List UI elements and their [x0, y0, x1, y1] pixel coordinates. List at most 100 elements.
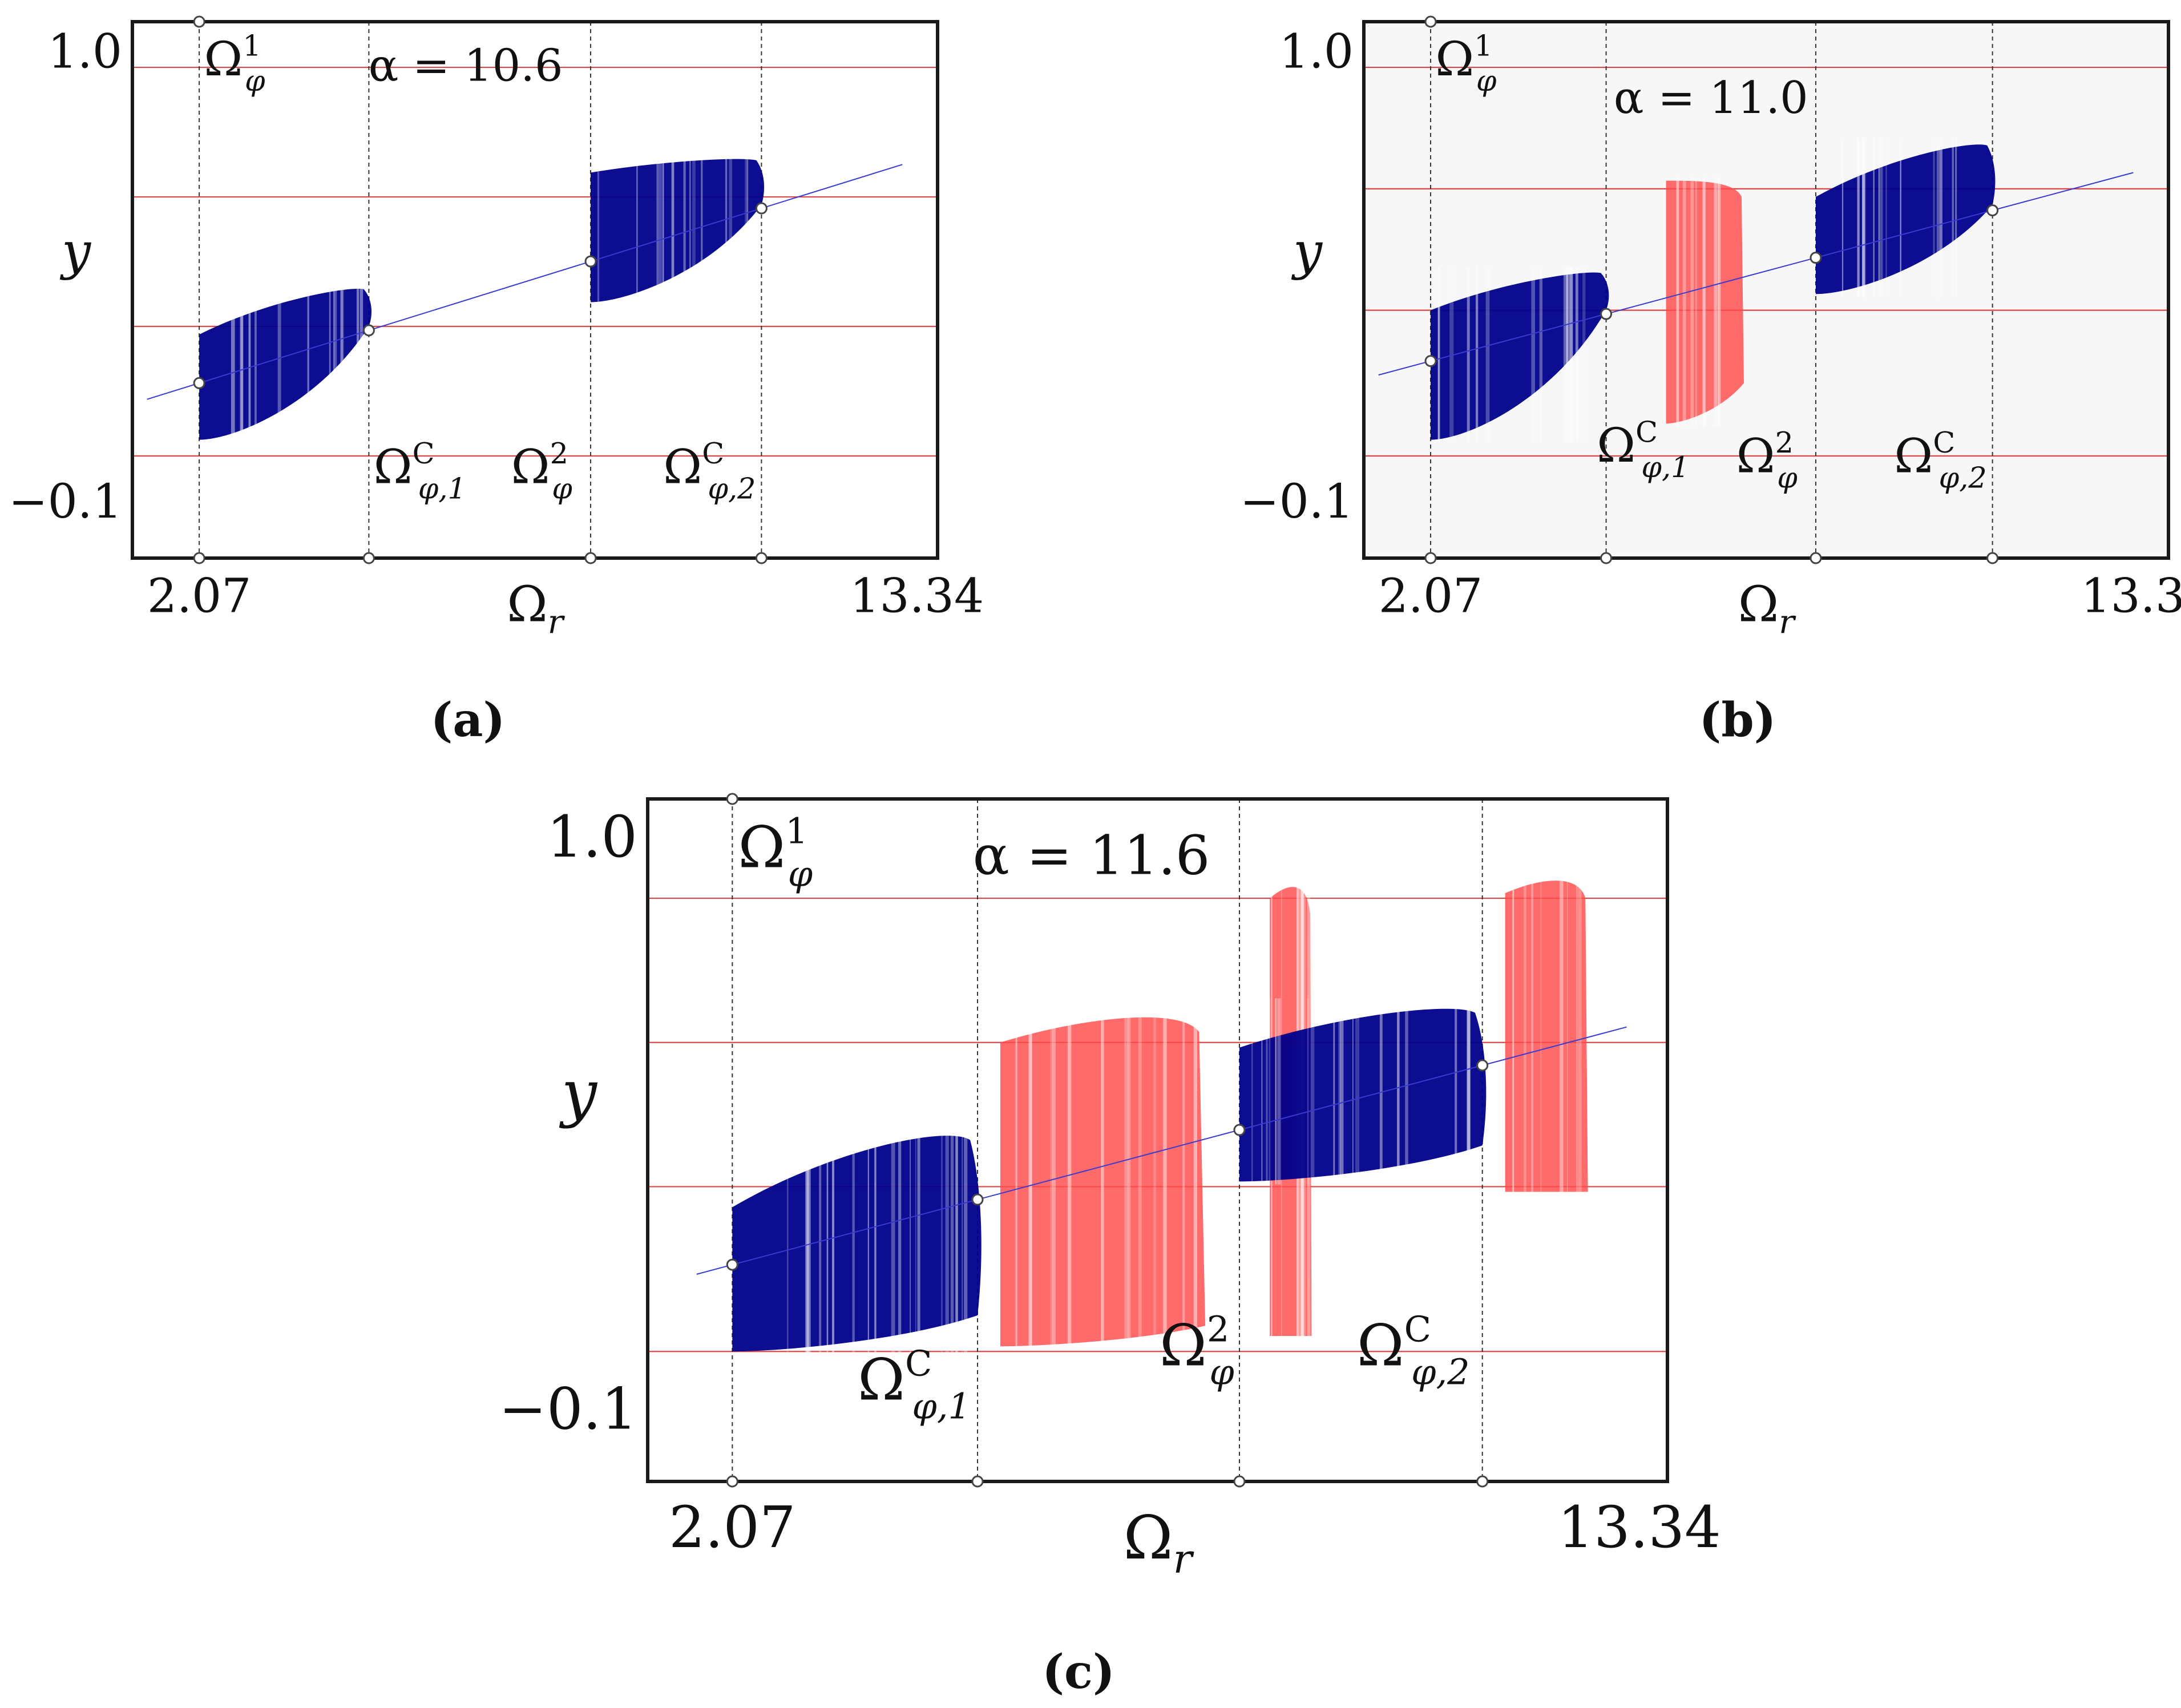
marker-label-sup: C — [1635, 415, 1658, 449]
marker-label-base: Ω — [1894, 430, 1933, 484]
marker-circle — [584, 552, 597, 564]
y-axis-label: y — [559, 1056, 598, 1129]
marker-label-sub: φ — [788, 853, 813, 895]
x-axis-label: Ωr — [1738, 576, 1796, 641]
plot-area — [648, 799, 1667, 1481]
marker-label-base: Ω — [1435, 33, 1474, 87]
marker-label-sub: φ — [245, 64, 265, 98]
x-axis-label-base: Ω — [507, 576, 547, 633]
panel-α = 10.6 — [131, 15, 939, 564]
marker-label-base: Ω — [1597, 419, 1635, 473]
marker-label-sub: φ,2 — [1939, 461, 1987, 495]
marker-circle — [193, 552, 205, 564]
plot-area — [1364, 22, 2168, 558]
x-tick-label: 13.34 — [2081, 569, 2181, 623]
x-axis-label-sub: r — [1173, 1536, 1194, 1582]
marker-circle — [1424, 552, 1437, 564]
marker-label-sup: C — [702, 437, 724, 470]
y-tick-label: −0.1 — [9, 475, 122, 529]
blue-band — [732, 1136, 982, 1352]
red-band — [1000, 1017, 1206, 1347]
marker-circle — [1476, 1059, 1489, 1072]
marker-label-sup: 2 — [1207, 1309, 1229, 1350]
marker-label-sup: C — [905, 1342, 932, 1384]
marker-label: Ω1 φ — [1435, 29, 1497, 98]
marker-label-sub: φ,1 — [1641, 450, 1689, 484]
marker-label: ΩC φ,1 — [374, 437, 466, 506]
y-tick-label: −0.1 — [499, 1375, 637, 1442]
panel-α = 11.0 — [1362, 15, 2170, 564]
plot-area — [132, 22, 938, 558]
chart-layer — [131, 15, 2170, 1488]
panel-label: (a) — [431, 693, 506, 748]
marker-circle — [193, 377, 205, 389]
axes-frame — [646, 797, 1669, 1483]
marker-label-base: Ω — [204, 33, 243, 87]
alpha-label: α = 11.6 — [973, 825, 1210, 887]
marker-circle — [1476, 1475, 1489, 1488]
y-tick-label: 1.0 — [547, 803, 637, 870]
marker-label-sub: φ,2 — [1411, 1351, 1470, 1393]
marker-label-base: Ω — [511, 440, 550, 494]
marker-circle — [1986, 552, 1999, 564]
marker-label-base: Ω — [1736, 430, 1775, 484]
y-axis-label: y — [1291, 221, 1323, 281]
panel-label: (c) — [1042, 1645, 1115, 1699]
marker-label-base: Ω — [738, 814, 785, 881]
marker-label: Ω2 φ — [1160, 1309, 1234, 1393]
marker-label: Ω1 φ — [738, 810, 813, 895]
y-axis-label: y — [59, 221, 91, 281]
x-axis-label-sub: r — [1779, 603, 1796, 641]
panel-α = 11.6 — [646, 793, 1669, 1488]
marker-label-base: Ω — [663, 440, 702, 494]
marker-circle — [584, 255, 597, 268]
y-tick-label: −0.1 — [1240, 475, 1354, 529]
x-axis-label-base: Ω — [1124, 1503, 1173, 1573]
marker-label: ΩC φ,1 — [1597, 415, 1689, 484]
alpha-label: α = 10.6 — [369, 40, 563, 91]
marker-label-sub: φ,1 — [912, 1385, 971, 1427]
marker-label-sup: 1 — [243, 29, 261, 63]
x-tick-label: 13.34 — [1557, 1494, 1720, 1561]
blue-band — [1815, 144, 1996, 294]
x-tick-label: 2.07 — [1379, 569, 1483, 623]
marker-circle — [726, 1258, 738, 1271]
y-tick-label: 1.0 — [1279, 25, 1354, 79]
marker-circle — [726, 793, 738, 805]
panel-label: (b) — [1699, 693, 1776, 748]
marker-circle — [1986, 204, 1999, 217]
marker-circle — [755, 202, 768, 215]
marker-label: ΩC φ,2 — [663, 437, 756, 506]
marker-circle — [193, 15, 205, 28]
marker-circle — [755, 552, 768, 564]
marker-label-base: Ω — [858, 1346, 905, 1413]
marker-label: Ω2 φ — [1736, 426, 1798, 495]
marker-label-base: Ω — [1357, 1313, 1404, 1379]
x-axis-label: Ωr — [507, 576, 565, 641]
marker-label-sub: φ — [1476, 64, 1497, 98]
blue-band — [199, 288, 372, 440]
blue-band — [591, 159, 765, 302]
marker-circle — [1424, 15, 1437, 28]
marker-circle — [362, 324, 375, 337]
marker-circle — [1233, 1475, 1246, 1488]
x-axis-label-base: Ω — [1738, 576, 1779, 633]
marker-circle — [726, 1475, 738, 1488]
marker-label-sub: φ — [1777, 461, 1798, 495]
marker-circle — [362, 552, 375, 564]
x-axis-label-sub: r — [548, 603, 566, 641]
marker-label-sub: φ,2 — [708, 471, 756, 505]
axes-frame — [131, 20, 939, 560]
marker-circle — [1424, 355, 1437, 368]
x-axis-label: Ωr — [1124, 1503, 1194, 1582]
marker-label: ΩC φ,2 — [1894, 426, 1986, 495]
axes-frame — [1362, 20, 2170, 560]
marker-label-base: Ω — [1160, 1313, 1207, 1379]
marker-circle — [1810, 552, 1822, 564]
marker-circle — [971, 1475, 984, 1488]
marker-label-sup: 2 — [1775, 426, 1794, 459]
marker-circle — [1600, 308, 1613, 320]
red-band — [1505, 881, 1588, 1192]
